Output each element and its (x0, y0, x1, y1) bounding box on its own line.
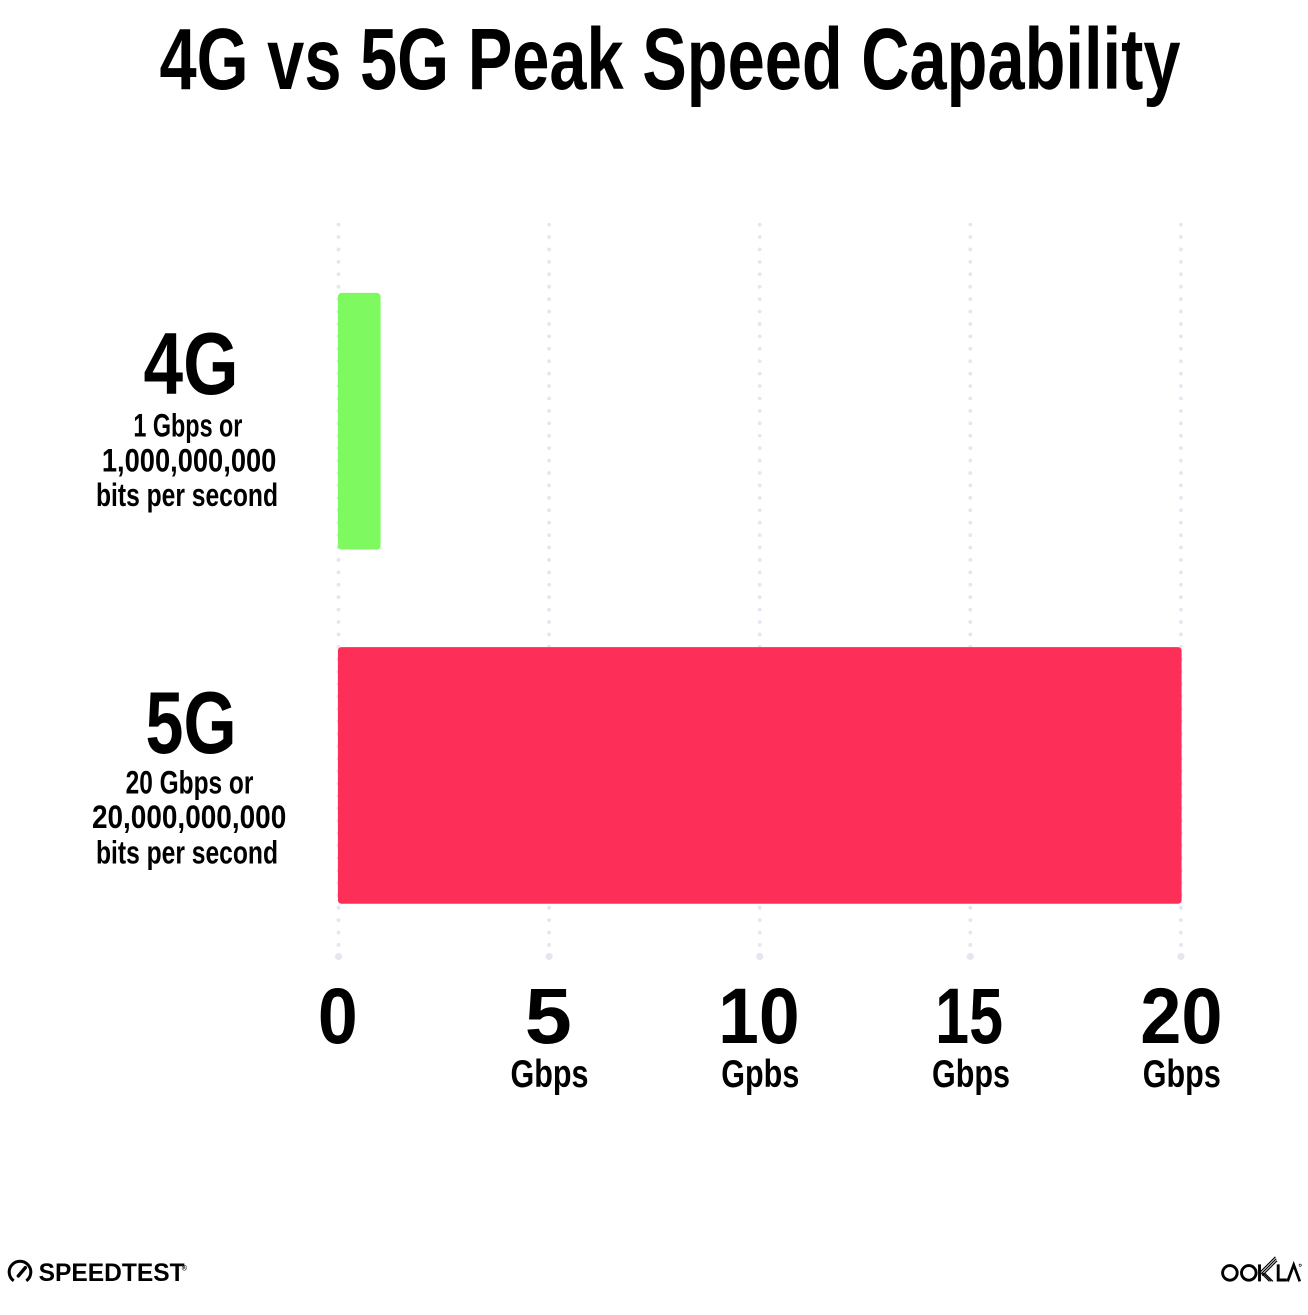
svg-text:10: 10 (718, 971, 800, 1060)
svg-text:1,000,000,000: 1,000,000,000 (102, 443, 277, 479)
svg-text:15: 15 (935, 971, 1003, 1060)
svg-text:0: 0 (318, 971, 358, 1060)
svg-text:bits per second: bits per second (96, 477, 278, 513)
svg-text:1 Gbps or: 1 Gbps or (133, 408, 242, 444)
svg-text:Gbps: Gbps (932, 1053, 1010, 1096)
svg-text:5G: 5G (146, 673, 237, 772)
svg-text:Gbps: Gbps (1143, 1053, 1221, 1096)
svg-text:SPEEDTEST: SPEEDTEST (39, 1259, 185, 1287)
svg-text:20 Gbps or: 20 Gbps or (126, 764, 254, 800)
svg-text:5: 5 (525, 971, 572, 1060)
svg-text:®: ® (182, 1264, 188, 1272)
svg-text:4G: 4G (144, 314, 239, 413)
svg-text:bits per second: bits per second (96, 835, 278, 871)
svg-text:4G vs 5G Peak Speed Capability: 4G vs 5G Peak Speed Capability (160, 11, 1181, 108)
svg-text:20: 20 (1140, 971, 1222, 1060)
svg-text:Gpbs: Gpbs (721, 1053, 799, 1096)
svg-text:20,000,000,000: 20,000,000,000 (92, 799, 286, 835)
svg-text:Gbps: Gbps (511, 1053, 589, 1096)
